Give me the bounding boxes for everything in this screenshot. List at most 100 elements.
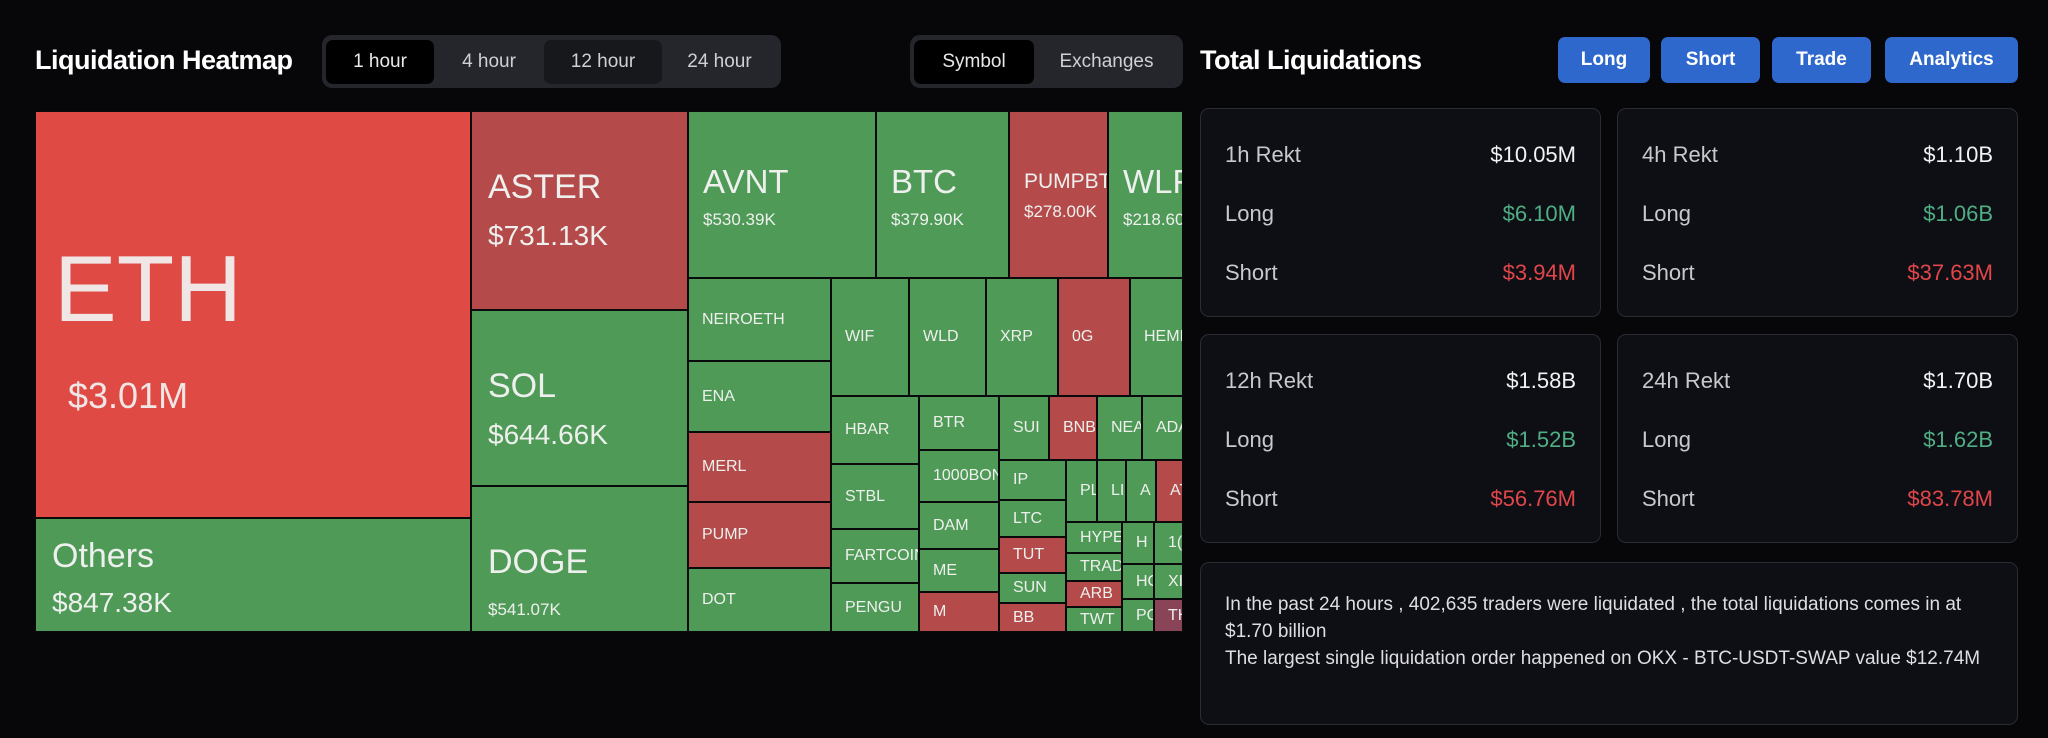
trade-button[interactable]: Trade bbox=[1772, 37, 1871, 83]
treemap-cell-neiroeth[interactable]: NEIROETH bbox=[688, 278, 831, 361]
treemap-cell-pengu[interactable]: PENGU bbox=[831, 583, 919, 632]
treemap-cell-hbar[interactable]: HBAR bbox=[831, 396, 919, 464]
treemap-cell-sui[interactable]: SUI bbox=[999, 396, 1049, 460]
row-label: 4h Rekt bbox=[1642, 142, 1718, 167]
cell-symbol: PENGU bbox=[845, 598, 902, 616]
row-value: $56.76M bbox=[1490, 486, 1576, 511]
treemap-cell-btr[interactable]: BTR bbox=[919, 396, 999, 450]
treemap-cell-hype[interactable]: HYPE bbox=[1066, 522, 1122, 553]
row-value: $1.70B bbox=[1923, 368, 1993, 393]
cell-value: $847.38K bbox=[52, 587, 172, 618]
cell-symbol: HBAR bbox=[845, 421, 890, 438]
summary-line-2: The largest single liquidation order hap… bbox=[1225, 648, 1981, 669]
cell-symbol: M bbox=[933, 603, 947, 620]
treemap-cell-arb[interactable]: ARB bbox=[1066, 581, 1122, 607]
treemap-cell-at[interactable]: AT bbox=[1156, 460, 1183, 522]
treemap-cell-pl[interactable]: PL bbox=[1066, 460, 1097, 522]
treemap-cell-wld[interactable]: WLD bbox=[909, 278, 986, 396]
row-label: Long bbox=[1642, 427, 1691, 452]
cell-symbol: BTR bbox=[933, 414, 965, 431]
tab-symbol[interactable]: Symbol bbox=[914, 39, 1034, 84]
card-row-long: Long $1.52B bbox=[1225, 427, 1576, 453]
tab-24-hour[interactable]: 24 hour bbox=[687, 50, 752, 72]
treemap-cell-eth[interactable]: ETH $3.01M bbox=[35, 111, 471, 518]
treemap-cell-trad[interactable]: TRAD bbox=[1066, 553, 1122, 581]
treemap-cell-sun[interactable]: SUN bbox=[999, 573, 1066, 603]
treemap-cell-wlfi[interactable]: WLFI $218.60K bbox=[1108, 111, 1183, 278]
treemap-cell-aster[interactable]: ASTER $731.13K bbox=[471, 111, 688, 310]
cell-symbol: Others bbox=[52, 537, 155, 575]
treemap-cell-po[interactable]: PO bbox=[1122, 599, 1154, 632]
treemap-cell-h[interactable]: H bbox=[1122, 522, 1154, 564]
treemap-cell-stbl[interactable]: STBL bbox=[831, 464, 919, 529]
time-range-tabs: 1 hour 4 hour 12 hour 24 hour bbox=[322, 35, 781, 88]
treemap-cell-sol[interactable]: SOL $644.66K bbox=[471, 310, 688, 486]
treemap-cell-bnb[interactable]: BNB bbox=[1049, 396, 1097, 460]
treemap-cell-ada[interactable]: ADA bbox=[1142, 396, 1183, 460]
treemap-cell-0g[interactable]: 0G bbox=[1058, 278, 1130, 396]
treemap-cell-dam[interactable]: DAM bbox=[919, 502, 999, 549]
treemap-cell-ho[interactable]: HO bbox=[1122, 564, 1154, 599]
treemap-cell-me[interactable]: ME bbox=[919, 549, 999, 592]
tab-exchanges[interactable]: Exchanges bbox=[1059, 50, 1154, 72]
treemap-cell-btc[interactable]: BTC $379.90K bbox=[876, 111, 1009, 278]
treemap-cell-th[interactable]: TH bbox=[1154, 599, 1183, 632]
card-row-total: 4h Rekt $1.10B bbox=[1642, 142, 1993, 168]
row-value: $37.63M bbox=[1907, 260, 1993, 285]
treemap-cell-hemi[interactable]: HEMI bbox=[1130, 278, 1183, 396]
treemap-cell-avnt[interactable]: AVNT $530.39K bbox=[688, 111, 876, 278]
row-label: 24h Rekt bbox=[1642, 368, 1731, 393]
treemap-cell-ltc[interactable]: LTC bbox=[999, 500, 1066, 537]
short-button[interactable]: Short bbox=[1661, 37, 1760, 83]
treemap-cell-merl[interactable]: MERL bbox=[688, 432, 831, 502]
total-liquidations-title: Total Liquidations bbox=[1200, 45, 1422, 75]
treemap-cell-xrp[interactable]: XRP bbox=[986, 278, 1058, 396]
treemap-cell-m[interactable]: M bbox=[919, 592, 999, 632]
rekt-card-12h: 12h Rekt $1.58B Long $1.52B Short $56.76M bbox=[1200, 334, 1601, 543]
treemap-cell-ena[interactable]: ENA bbox=[688, 361, 831, 432]
row-label: Long bbox=[1225, 427, 1274, 452]
cell-symbol: NEAR bbox=[1111, 419, 1141, 436]
card-row-long: Long $1.06B bbox=[1642, 201, 1993, 227]
cell-symbol: SUN bbox=[1013, 579, 1047, 596]
cell-symbol: HEMI bbox=[1144, 328, 1183, 345]
rekt-card-1h: 1h Rekt $10.05M Long $6.10M Short $3.94M bbox=[1200, 108, 1601, 317]
card-row-short: Short $83.78M bbox=[1642, 486, 1993, 512]
treemap-cell-fartcoin[interactable]: FARTCOIN bbox=[831, 529, 919, 583]
cell-symbol: ENA bbox=[702, 387, 735, 405]
treemap-cell-1[interactable]: 1( bbox=[1154, 522, 1183, 564]
card-row-short: Short $37.63M bbox=[1642, 260, 1993, 286]
cell-symbol: SOL bbox=[488, 367, 557, 405]
cell-value: $379.90K bbox=[891, 210, 964, 229]
cell-symbol: STBL bbox=[845, 487, 886, 505]
treemap-cell-wif[interactable]: WIF bbox=[831, 278, 909, 396]
long-button[interactable]: Long bbox=[1558, 37, 1650, 83]
treemap-cell-pump[interactable]: PUMP bbox=[688, 502, 831, 568]
treemap-cell-bb[interactable]: BB bbox=[999, 603, 1066, 632]
treemap-cell-1000bonk[interactable]: 1000BONK bbox=[919, 450, 999, 502]
row-label: Long bbox=[1225, 201, 1274, 226]
treemap-cell-xi[interactable]: XI bbox=[1154, 564, 1183, 599]
treemap-cell-near[interactable]: NEAR bbox=[1097, 396, 1142, 460]
treemap-cell-dot[interactable]: DOT bbox=[688, 568, 831, 632]
cell-symbol: IP bbox=[1013, 471, 1029, 488]
cell-symbol: MERL bbox=[702, 458, 747, 475]
treemap-cell-li[interactable]: LI bbox=[1097, 460, 1126, 522]
treemap-cell-pumpbtc[interactable]: PUMPBTC $278.00K bbox=[1009, 111, 1108, 278]
treemap-cell-ip[interactable]: IP bbox=[999, 460, 1066, 500]
row-label: Short bbox=[1642, 486, 1695, 511]
treemap-cell-a[interactable]: A bbox=[1126, 460, 1156, 522]
row-label: Long bbox=[1642, 201, 1691, 226]
tab-4-hour[interactable]: 4 hour bbox=[462, 50, 516, 72]
cell-symbol: TRAD bbox=[1080, 558, 1122, 575]
treemap-cell-others[interactable]: Others $847.38K bbox=[35, 518, 471, 632]
cell-symbol: A bbox=[1140, 482, 1151, 499]
tab-12-hour[interactable]: 12 hour bbox=[544, 39, 662, 84]
analytics-button[interactable]: Analytics bbox=[1885, 37, 2018, 83]
treemap-cell-doge[interactable]: DOGE $541.07K bbox=[471, 486, 688, 632]
cell-symbol: WIF bbox=[845, 328, 875, 345]
tab-1-hour[interactable]: 1 hour bbox=[326, 39, 434, 84]
treemap-cell-twt[interactable]: TWT bbox=[1066, 607, 1122, 632]
cell-symbol: PO bbox=[1136, 606, 1153, 624]
treemap-cell-tut[interactable]: TUT bbox=[999, 537, 1066, 573]
